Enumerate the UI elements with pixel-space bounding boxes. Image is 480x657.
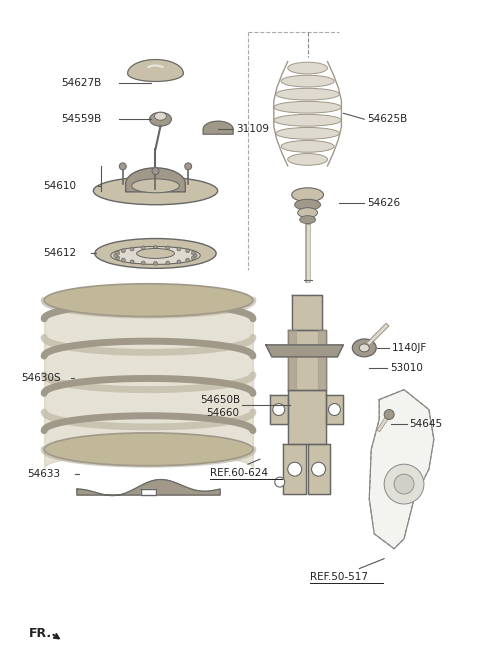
Circle shape <box>116 256 120 260</box>
Ellipse shape <box>281 141 334 152</box>
Polygon shape <box>266 345 343 357</box>
Ellipse shape <box>137 248 174 258</box>
Circle shape <box>141 261 145 265</box>
Circle shape <box>177 260 181 264</box>
Polygon shape <box>288 330 325 390</box>
Text: 54650B: 54650B <box>200 395 240 405</box>
Circle shape <box>193 254 197 258</box>
Text: 54626: 54626 <box>367 198 400 208</box>
Circle shape <box>166 246 170 250</box>
Polygon shape <box>292 295 322 330</box>
Circle shape <box>328 403 340 415</box>
Circle shape <box>154 246 157 250</box>
Circle shape <box>154 261 157 265</box>
Circle shape <box>130 247 134 251</box>
Ellipse shape <box>281 76 334 87</box>
Circle shape <box>116 251 120 255</box>
Circle shape <box>152 168 159 175</box>
Polygon shape <box>270 395 288 424</box>
Text: REF.50-517: REF.50-517 <box>310 572 368 581</box>
Circle shape <box>394 474 414 494</box>
Circle shape <box>192 256 195 260</box>
Polygon shape <box>77 480 220 495</box>
Circle shape <box>384 409 394 419</box>
Text: REF.60-624: REF.60-624 <box>210 468 268 478</box>
Text: 54559B: 54559B <box>61 114 101 124</box>
Text: 54625B: 54625B <box>367 114 408 124</box>
Ellipse shape <box>274 114 341 126</box>
Polygon shape <box>318 330 325 390</box>
Text: 54630S: 54630S <box>21 373 61 383</box>
Text: 53010: 53010 <box>390 363 423 373</box>
Circle shape <box>273 403 285 415</box>
Polygon shape <box>288 330 296 390</box>
Circle shape <box>114 254 118 258</box>
Ellipse shape <box>288 62 327 74</box>
Ellipse shape <box>298 208 318 217</box>
Circle shape <box>141 246 145 250</box>
Circle shape <box>130 260 134 264</box>
Polygon shape <box>141 489 156 495</box>
Circle shape <box>185 163 192 170</box>
Ellipse shape <box>111 246 200 264</box>
Text: 54627B: 54627B <box>61 78 101 89</box>
Circle shape <box>384 464 424 504</box>
Circle shape <box>275 477 285 487</box>
Circle shape <box>121 258 125 262</box>
Circle shape <box>192 251 195 255</box>
Circle shape <box>120 163 126 170</box>
Ellipse shape <box>155 112 167 120</box>
Polygon shape <box>369 390 434 549</box>
Ellipse shape <box>292 188 324 202</box>
Circle shape <box>186 249 190 253</box>
Ellipse shape <box>276 127 339 139</box>
Text: 31109: 31109 <box>236 124 269 134</box>
Ellipse shape <box>274 101 341 113</box>
Circle shape <box>312 463 325 476</box>
Circle shape <box>177 247 181 251</box>
Ellipse shape <box>360 344 369 352</box>
Text: FR.: FR. <box>29 627 52 640</box>
Text: 1140JF: 1140JF <box>392 343 427 353</box>
Ellipse shape <box>295 199 321 210</box>
Text: 54633: 54633 <box>27 469 60 479</box>
Text: 54610: 54610 <box>43 181 76 191</box>
Text: 54645: 54645 <box>409 419 442 430</box>
Text: 54660: 54660 <box>206 407 239 417</box>
Circle shape <box>166 261 170 265</box>
Polygon shape <box>203 121 233 134</box>
Ellipse shape <box>95 238 216 268</box>
Ellipse shape <box>276 88 339 100</box>
Polygon shape <box>308 444 330 494</box>
Circle shape <box>288 463 301 476</box>
Ellipse shape <box>44 433 253 466</box>
Polygon shape <box>288 390 325 444</box>
Ellipse shape <box>93 177 217 205</box>
Ellipse shape <box>150 112 171 126</box>
Ellipse shape <box>352 339 376 357</box>
Ellipse shape <box>288 154 327 166</box>
Ellipse shape <box>300 215 315 223</box>
Polygon shape <box>126 168 185 192</box>
Polygon shape <box>283 444 306 494</box>
Circle shape <box>186 258 190 262</box>
Circle shape <box>121 249 125 253</box>
Ellipse shape <box>44 284 253 317</box>
Text: 54612: 54612 <box>43 248 76 258</box>
Polygon shape <box>325 395 343 424</box>
Polygon shape <box>128 60 183 81</box>
Ellipse shape <box>132 179 180 193</box>
